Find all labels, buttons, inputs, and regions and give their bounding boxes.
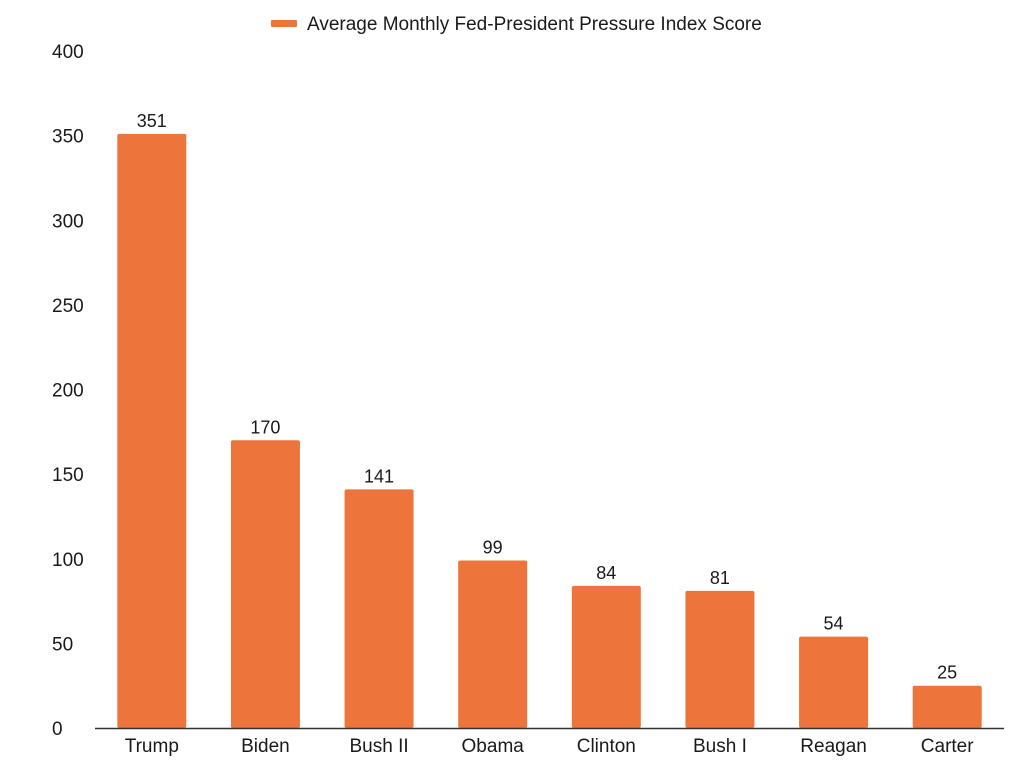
bar	[458, 560, 528, 728]
y-tick-label: 400	[52, 42, 84, 63]
bar-value-label: 141	[364, 466, 394, 486]
bar	[117, 133, 187, 728]
y-tick-label: 150	[52, 465, 84, 486]
y-axis-ticks: 0 50 100 150 200 250 300 350 400	[52, 42, 84, 740]
x-category-label: Carter	[921, 736, 974, 757]
bar-value-label: 84	[596, 563, 616, 583]
x-category-label: Bush I	[693, 736, 747, 757]
bar	[571, 585, 641, 728]
y-tick-label: 250	[52, 296, 84, 317]
bar-value-label: 25	[937, 663, 957, 683]
legend-swatch	[271, 20, 297, 27]
bar-value-label: 81	[710, 568, 730, 588]
bar	[344, 489, 414, 728]
y-tick-label: 300	[52, 211, 84, 232]
bar	[912, 685, 982, 728]
bar-value-label: 170	[250, 417, 280, 437]
y-tick-label: 200	[52, 381, 84, 402]
value-labels: 351 170 141 99 84 81 54 25	[137, 111, 957, 683]
legend: Average Monthly Fed-President Pressure I…	[271, 14, 762, 35]
bars	[117, 133, 982, 728]
y-tick-label: 100	[52, 550, 84, 571]
bar	[685, 590, 755, 728]
x-category-label: Biden	[241, 736, 290, 757]
x-category-label: Trump	[125, 736, 179, 757]
x-category-label: Obama	[462, 736, 525, 757]
x-category-label: Bush II	[349, 736, 408, 757]
category-labels: Trump Biden Bush II Obama Clinton Bush I Reaga…	[125, 736, 975, 757]
x-category-label: Reagan	[800, 736, 867, 757]
bar	[799, 636, 869, 728]
y-tick-label: 0	[52, 719, 63, 740]
bar-value-label: 54	[824, 614, 844, 634]
y-tick-label: 350	[52, 127, 84, 148]
legend-label: Average Monthly Fed-President Pressure I…	[307, 14, 762, 35]
bar-value-label: 351	[137, 111, 167, 131]
y-tick-label: 50	[52, 634, 73, 655]
bar	[230, 440, 300, 728]
bar-value-label: 99	[483, 537, 503, 557]
x-category-label: Clinton	[577, 736, 636, 757]
